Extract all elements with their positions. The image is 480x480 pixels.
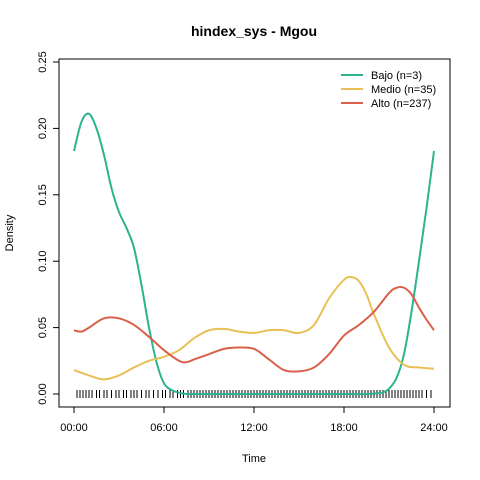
legend-label: Medio (n=35) <box>371 84 436 96</box>
x-axis: 00:00 06:00 12:00 18:00 24:00 <box>60 407 448 434</box>
y-axis-label: Density <box>4 214 16 251</box>
plot-frame <box>58 58 451 408</box>
density-lines <box>73 112 435 396</box>
y-tick-label: 0.20 <box>37 118 49 139</box>
y-axis: 0.00 0.05 0.10 0.15 0.20 0.25 <box>37 51 59 405</box>
x-tick-label: 06:00 <box>150 422 178 434</box>
y-tick-label: 0.00 <box>37 383 49 404</box>
x-axis-label: Time <box>242 453 266 465</box>
x-tick-label: 00:00 <box>60 422 88 434</box>
series-line-bajo <box>73 112 435 396</box>
legend-label: Bajo (n=3) <box>371 70 422 82</box>
x-tick-label: 18:00 <box>330 422 358 434</box>
legend-label: Alto (n=237) <box>371 98 431 110</box>
y-tick-label: 0.25 <box>37 51 49 72</box>
chart-title: hindex_sys - Mgou <box>191 23 317 39</box>
series-line-medio <box>73 275 435 381</box>
x-tick-label: 12:00 <box>240 422 268 434</box>
legend: Bajo (n=3) Medio (n=35) Alto (n=237) <box>341 70 436 110</box>
y-tick-label: 0.15 <box>37 184 49 205</box>
y-tick-label: 0.05 <box>37 317 49 338</box>
y-tick-label: 0.10 <box>37 250 49 271</box>
x-tick-label: 24:00 <box>420 422 448 434</box>
series-line-alto <box>73 286 435 373</box>
